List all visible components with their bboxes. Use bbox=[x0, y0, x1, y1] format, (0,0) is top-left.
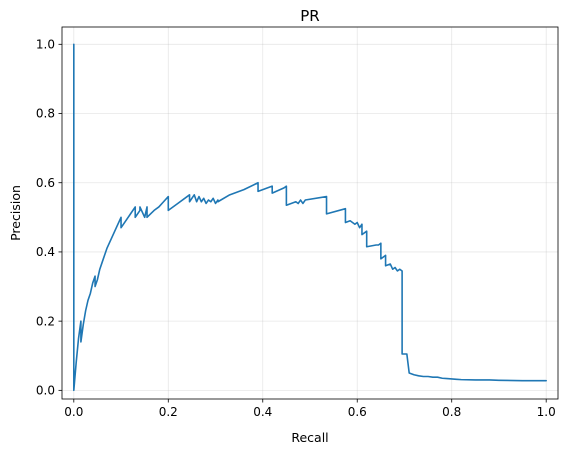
x-tick-label: 1.0 bbox=[537, 405, 556, 419]
series-layer bbox=[73, 43, 547, 392]
x-axis-label: Recall bbox=[291, 430, 328, 445]
y-tick-label: 0.0 bbox=[36, 384, 55, 398]
y-tick-label: 0.4 bbox=[36, 245, 55, 259]
x-tick-label: 0.4 bbox=[253, 405, 272, 419]
y-tick-label: 0.8 bbox=[36, 107, 55, 121]
ticks-layer: 0.0 0.2 0.4 0.6 0.8 1.0 0.0 0.2 0.4 0.6 0.8 1.0 bbox=[36, 38, 556, 419]
x-tick-label: 0.2 bbox=[159, 405, 178, 419]
y-tick-label: 1.0 bbox=[36, 38, 55, 52]
y-tick-label: 0.6 bbox=[36, 176, 55, 190]
x-tick-label: 0.8 bbox=[442, 405, 461, 419]
grid-layer bbox=[62, 27, 558, 399]
y-tick-label: 0.2 bbox=[36, 314, 55, 328]
chart-title: PR bbox=[300, 7, 319, 25]
x-tick-label: 0.0 bbox=[64, 405, 83, 419]
x-tick-label: 0.6 bbox=[348, 405, 367, 419]
y-axis-label: Precision bbox=[8, 185, 23, 241]
pr-curve-line bbox=[73, 43, 547, 392]
plot-frame bbox=[61, 26, 559, 400]
